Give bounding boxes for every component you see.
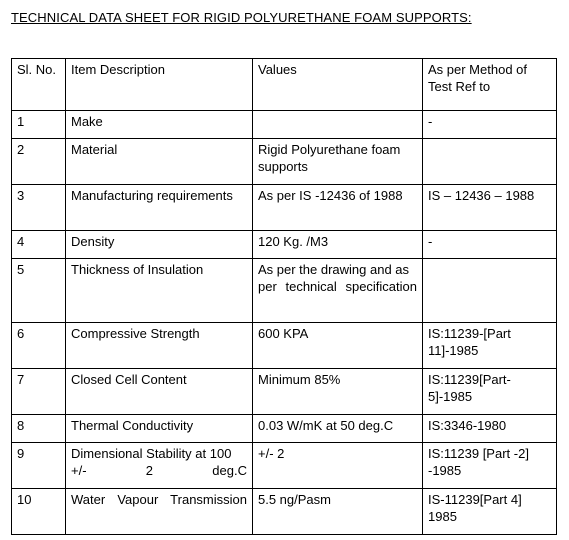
table-row: 10 Water Vapour Transmission 5.5 ng/Pasm… (11, 488, 557, 535)
table-row: 5 Thickness of Insulation As per the dra… (11, 258, 557, 323)
value-cell: As per IS -12436 of 1988 (252, 184, 423, 231)
table-row: 4 Density 120 Kg. /M3 - (11, 230, 557, 259)
table-row: 9 Dimensional Stability at 100 +/- 2 deg… (11, 442, 557, 489)
sl-cell: 10 (11, 488, 66, 535)
method-cell: IS:11239[Part-5]-1985 (422, 368, 557, 415)
method-cell: IS:11239-[Part 11]-1985 (422, 322, 557, 369)
value-cell: 600 KPA (252, 322, 423, 369)
item-cell: Water Vapour Transmission (65, 488, 253, 535)
table-row: 1 Make - (11, 110, 557, 139)
value-cell (252, 110, 423, 139)
value-cell: As per the drawing and as per technical … (252, 258, 423, 323)
method-cell: IS:11239 [Part -2] -1985 (422, 442, 557, 489)
value-cell: +/- 2 (252, 442, 423, 489)
item-cell: Thickness of Insulation (65, 258, 253, 323)
sl-cell: 4 (11, 230, 66, 259)
item-cell: Compressive Strength (65, 322, 253, 369)
method-cell: - (422, 230, 557, 259)
sl-cell: 6 (11, 322, 66, 369)
method-cell: IS:3346-1980 (422, 414, 557, 443)
method-cell: - (422, 110, 557, 139)
item-cell: Density (65, 230, 253, 259)
item-cell: Thermal Conductivity (65, 414, 253, 443)
value-cell: Rigid Polyurethane foam supports (252, 138, 423, 185)
method-cell (422, 138, 557, 185)
document-title: TECHNICAL DATA SHEET FOR RIGID POLYURETH… (11, 10, 472, 25)
table-header-row: Sl. No. Item Description Values As per M… (11, 58, 557, 111)
table-row: 6 Compressive Strength 600 KPA IS:11239-… (11, 322, 557, 369)
value-cell: Minimum 85% (252, 368, 423, 415)
sl-cell: 1 (11, 110, 66, 139)
sl-cell: 3 (11, 184, 66, 231)
sl-cell: 5 (11, 258, 66, 323)
method-cell: IS-11239[Part 4] 1985 (422, 488, 557, 535)
item-cell: Make (65, 110, 253, 139)
value-cell: 120 Kg. /M3 (252, 230, 423, 259)
method-cell: IS – 12436 – 1988 (422, 184, 557, 231)
value-cell: 0.03 W/mK at 50 deg.C (252, 414, 423, 443)
header-sl-no: Sl. No. (11, 58, 66, 111)
sl-cell: 9 (11, 442, 66, 489)
method-cell (422, 258, 557, 323)
header-item-description: Item Description (65, 58, 253, 111)
table-row: 7 Closed Cell Content Minimum 85% IS:112… (11, 368, 557, 415)
header-values: Values (252, 58, 423, 111)
item-cell: Dimensional Stability at 100 +/- 2 deg.C (65, 442, 253, 489)
technical-data-table: Sl. No. Item Description Values As per M… (11, 58, 557, 535)
table-row: 2 Material Rigid Polyurethane foam suppo… (11, 138, 557, 185)
item-cell: Manufacturing requirements (65, 184, 253, 231)
item-cell: Material (65, 138, 253, 185)
sl-cell: 7 (11, 368, 66, 415)
item-cell: Closed Cell Content (65, 368, 253, 415)
sl-cell: 8 (11, 414, 66, 443)
sl-cell: 2 (11, 138, 66, 185)
table-row: 3 Manufacturing requirements As per IS -… (11, 184, 557, 231)
header-test-method: As per Method of Test Ref to (422, 58, 557, 111)
table-row: 8 Thermal Conductivity 0.03 W/mK at 50 d… (11, 414, 557, 443)
value-cell: 5.5 ng/Pasm (252, 488, 423, 535)
